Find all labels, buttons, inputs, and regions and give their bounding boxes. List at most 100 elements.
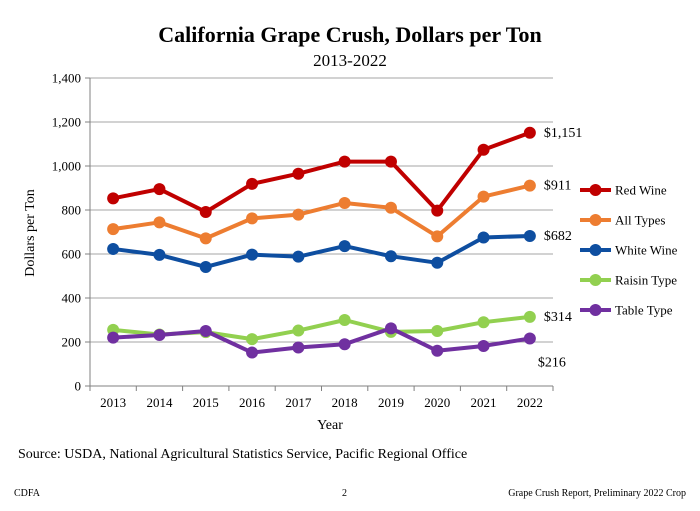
x-tick-label: 2017 [285, 395, 312, 410]
y-tick-label: 200 [62, 335, 82, 350]
data-point [477, 231, 490, 244]
y-tick-label: 1,000 [52, 159, 81, 174]
end-label: $216 [538, 355, 566, 370]
end-label: $1,151 [544, 126, 583, 141]
data-point [199, 205, 212, 218]
data-point [338, 338, 351, 351]
data-point [292, 167, 305, 180]
series-line-table-type [113, 326, 531, 355]
chart-title: California Grape Crush, Dollars per Ton [158, 22, 541, 47]
legend-marker [589, 244, 602, 256]
data-point [477, 143, 490, 156]
data-point [292, 341, 305, 354]
data-point [477, 316, 490, 329]
data-point [384, 155, 397, 168]
data-point [523, 332, 536, 345]
x-axis-ticks: 2013 2014 2015 2016 2017 2018 2019 2020 2021 2022 [89, 386, 554, 410]
chart-subtitle: 2013-2022 [313, 51, 387, 70]
legend-label: Table Type [615, 303, 673, 318]
data-point [384, 250, 397, 263]
data-point [246, 177, 259, 190]
data-point [199, 260, 212, 273]
y-tick-label: 1,400 [52, 71, 81, 86]
y-axis-ticks: 0 200 400 600 800 1,000 1,200 1,400 [52, 71, 90, 394]
series-red-wine [107, 126, 536, 218]
data-point [338, 196, 351, 209]
end-label: $911 [544, 179, 571, 194]
data-point [477, 339, 490, 352]
data-point [338, 155, 351, 168]
data-point [199, 325, 212, 337]
data-point [107, 242, 120, 255]
legend-label: White Wine [615, 243, 678, 258]
x-tick-label: 2021 [471, 395, 497, 410]
y-tick-label: 400 [62, 291, 82, 306]
data-point [523, 229, 536, 242]
data-point [384, 322, 397, 335]
data-point [431, 230, 444, 243]
data-point [523, 126, 536, 139]
legend-label: All Types [615, 213, 666, 228]
footer-right: Grape Crush Report, Preliminary 2022 Cro… [508, 488, 686, 499]
legend-marker [589, 214, 602, 226]
page-number: 2 [342, 488, 347, 499]
data-point [384, 201, 397, 214]
x-axis-label: Year [317, 418, 343, 433]
x-tick-label: 2013 [100, 395, 126, 410]
y-tick-label: 1,200 [52, 115, 81, 130]
legend-marker [589, 304, 602, 316]
data-point [246, 346, 259, 359]
legend-marker [589, 184, 602, 196]
data-point [107, 223, 120, 236]
x-tick-label: 2022 [517, 395, 543, 410]
source-note: Source: USDA, National Agricultural Stat… [18, 447, 468, 462]
line-chart: California Grape Crush, Dollars per Ton … [23, 22, 678, 433]
legend: Red Wine All Types White Wine Raisin Type Ta… [580, 183, 678, 318]
y-axis-label: Dollars per Ton [23, 189, 38, 276]
data-point [246, 248, 259, 261]
series-line-red-wine [112, 130, 531, 214]
series-table-type [107, 322, 536, 359]
series-raisin-type [107, 310, 536, 346]
y-tick-label: 0 [75, 379, 82, 394]
data-point [338, 314, 351, 326]
series-line-all-types [112, 183, 531, 241]
data-point [199, 232, 212, 245]
data-point [431, 204, 444, 217]
y-tick-label: 600 [62, 247, 82, 262]
data-point [477, 190, 490, 203]
data-point [153, 328, 166, 341]
data-point [338, 240, 351, 253]
legend-marker [589, 274, 602, 286]
data-point [153, 183, 166, 196]
data-point [431, 344, 444, 357]
footer-left: CDFA [14, 488, 40, 499]
x-tick-label: 2019 [378, 395, 404, 410]
series-line-raisin-type [112, 314, 531, 342]
x-tick-label: 2018 [332, 395, 358, 410]
data-point [431, 325, 444, 337]
data-point [292, 324, 305, 337]
series-group [107, 126, 536, 359]
data-point [246, 212, 259, 225]
series-white-wine [107, 229, 536, 273]
end-label: $682 [544, 229, 572, 244]
data-point [153, 248, 166, 261]
data-point [292, 208, 305, 221]
x-tick-label: 2015 [193, 395, 219, 410]
x-tick-label: 2020 [424, 395, 450, 410]
y-tick-label: 800 [62, 203, 82, 218]
legend-label: Raisin Type [615, 273, 677, 288]
series-all-types [107, 179, 536, 245]
x-tick-label: 2014 [146, 395, 173, 410]
data-point [246, 333, 259, 346]
data-point [292, 250, 305, 263]
data-point [523, 179, 536, 192]
x-tick-label: 2016 [239, 395, 266, 410]
data-point [107, 331, 120, 344]
data-point [107, 192, 120, 205]
data-point [431, 256, 444, 269]
legend-label: Red Wine [615, 183, 667, 198]
end-label: $314 [544, 310, 572, 325]
series-line-white-wine [112, 233, 530, 269]
